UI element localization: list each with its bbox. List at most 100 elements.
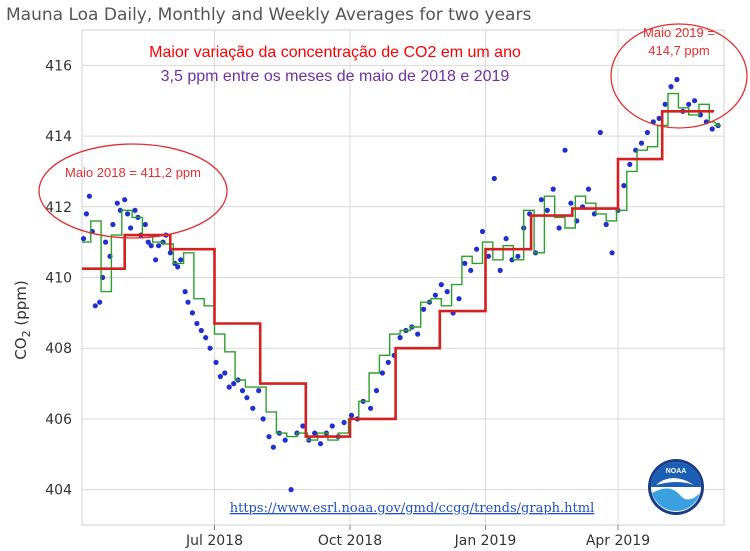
daily-point — [385, 359, 391, 365]
daily-point — [244, 395, 250, 401]
daily-point — [97, 299, 103, 305]
daily-point — [217, 373, 223, 380]
daily-point — [185, 299, 191, 305]
daily-point — [341, 419, 347, 426]
daily-point — [266, 434, 272, 440]
daily-point — [198, 327, 204, 334]
daily-point — [479, 228, 486, 235]
daily-point — [368, 405, 374, 411]
daily-point — [686, 101, 692, 107]
daily-point — [145, 239, 151, 245]
daily-point — [175, 264, 181, 270]
daily-point — [300, 423, 306, 429]
daily-point — [397, 335, 403, 341]
daily-point — [444, 289, 450, 295]
daily-point — [80, 236, 87, 242]
daily-point — [167, 250, 173, 256]
daily-point — [83, 211, 89, 217]
x-tick-label: Oct 2018 — [318, 533, 382, 549]
daily-point — [550, 186, 556, 192]
y-tick-label: 408 — [45, 341, 72, 357]
daily-point — [662, 101, 668, 107]
daily-point — [260, 416, 266, 422]
y-tick-label: 414 — [45, 129, 72, 145]
daily-point — [692, 98, 698, 104]
daily-point — [231, 381, 237, 387]
y-axis-ticks: 404 406 408 410 412 414 416 — [45, 58, 72, 498]
daily-point — [207, 345, 213, 351]
daily-point — [668, 84, 674, 90]
daily-point — [538, 197, 545, 203]
daily-point — [132, 207, 138, 213]
daily-point — [203, 335, 209, 341]
daily-point — [270, 444, 276, 450]
daily-points-series — [80, 76, 721, 493]
x-tick-label: Apr 2019 — [586, 533, 650, 549]
daily-point — [373, 388, 380, 394]
daily-point — [103, 239, 109, 245]
daily-point — [329, 423, 335, 429]
daily-point — [114, 200, 120, 206]
callout-2018: Maio 2018 = 411,2 ppm — [65, 165, 201, 180]
daily-point — [122, 197, 128, 203]
x-axis-ticks: Jul 2018 Oct 2018 Jan 2019 Apr 2019 — [185, 525, 650, 549]
callout-ellipse-2019 — [610, 23, 748, 129]
headline-annotation: Maior variação da concentração de CO2 em… — [149, 44, 521, 61]
daily-point — [421, 306, 427, 312]
y-tick-label: 416 — [45, 58, 72, 74]
daily-point — [312, 430, 318, 436]
y-tick-label: 406 — [45, 412, 72, 428]
callout-ellipse-2018 — [38, 143, 228, 239]
daily-point — [239, 388, 246, 394]
grid — [82, 30, 724, 525]
callout-2019-line1: Maio 2019 = — [643, 25, 715, 40]
daily-point — [86, 193, 92, 199]
daily-point — [142, 221, 148, 228]
y-tick-label: 404 — [45, 483, 72, 499]
daily-point — [256, 388, 262, 394]
daily-point — [282, 437, 288, 443]
daily-point — [379, 370, 385, 376]
noaa-logo-icon: NOAA — [648, 459, 704, 515]
monthly-step-line — [82, 110, 714, 438]
subline-annotation: 3,5 ppm entre os meses de maio de 2018 e… — [161, 68, 510, 85]
daily-point — [189, 310, 195, 316]
daily-point — [222, 370, 228, 376]
daily-point — [603, 221, 609, 228]
daily-point — [317, 441, 324, 447]
daily-point — [250, 405, 256, 411]
callout-2019-line2: 414,7 ppm — [648, 43, 709, 58]
daily-point — [194, 320, 200, 327]
daily-point — [348, 412, 355, 418]
daily-point — [438, 282, 444, 288]
daily-point — [609, 250, 615, 256]
daily-point — [709, 126, 715, 132]
source-url-link[interactable]: https://www.esrl.noaa.gov/gmd/ccgg/trend… — [230, 501, 595, 516]
daily-point — [638, 140, 645, 146]
daily-point — [156, 243, 162, 249]
daily-point — [128, 225, 134, 231]
daily-point — [491, 175, 497, 182]
y-tick-label: 410 — [45, 271, 72, 287]
daily-point — [503, 236, 509, 242]
daily-point — [125, 211, 131, 217]
daily-point — [153, 257, 159, 263]
daily-point — [415, 331, 421, 337]
daily-point — [468, 267, 474, 273]
daily-point — [148, 243, 154, 249]
daily-point — [485, 253, 491, 259]
daily-point — [585, 186, 592, 192]
daily-point — [497, 267, 503, 273]
daily-point — [226, 384, 232, 390]
daily-point — [650, 119, 656, 125]
daily-point — [110, 221, 116, 228]
daily-point — [288, 487, 294, 493]
monthly-series — [82, 110, 714, 438]
daily-point — [213, 359, 219, 365]
daily-point — [656, 115, 662, 121]
daily-point — [562, 147, 568, 153]
noaa-logo-text: NOAA — [666, 468, 687, 475]
daily-point — [544, 207, 550, 213]
daily-point — [474, 246, 480, 252]
